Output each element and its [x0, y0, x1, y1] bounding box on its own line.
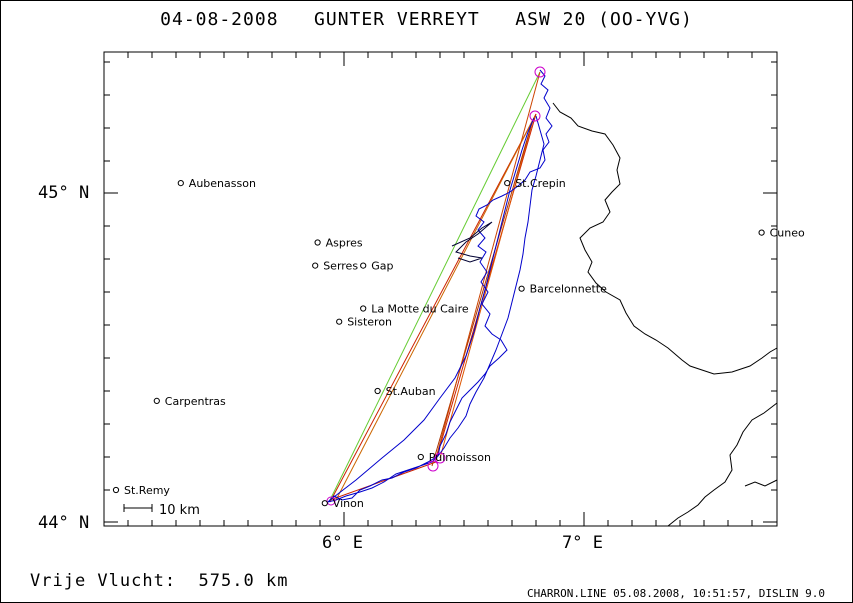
distance-value: 575.0 km [198, 571, 289, 591]
place-marker [758, 229, 765, 236]
axis-label-lat-44: 44° N [38, 513, 90, 533]
flight-track-3 [451, 221, 493, 263]
page-title: 04-08-2008 GUNTER VERREYT ASW 20 (OO-YVG… [0, 9, 853, 30]
axis-label-lon-7: 7° E [562, 533, 603, 553]
pilot-name: GUNTER VERREYT [314, 9, 480, 30]
place-label: St.Remy [124, 484, 170, 497]
axis-label-lat-45: 45° N [38, 183, 90, 203]
flight-track [326, 69, 553, 503]
place-label: Serres [323, 260, 358, 273]
place-label: Sisteron [347, 316, 392, 329]
coast-line [744, 479, 778, 487]
place-label: Gap [371, 260, 393, 273]
place-label: St.Crepin [515, 177, 566, 190]
place-label: St.Auban [386, 385, 436, 398]
flight-track-2 [329, 117, 535, 501]
place-label: Aubenasson [189, 177, 256, 190]
distance-label: Vrije Vlucht: [30, 571, 177, 591]
scale-bar [123, 504, 153, 512]
place-marker [504, 180, 511, 187]
place-marker [336, 318, 343, 325]
place-marker [417, 453, 424, 461]
place-marker [518, 285, 525, 292]
turnpoints [326, 66, 546, 506]
glider-type: ASW 20 (OO-YVG) [515, 9, 693, 30]
axis-label-lon-6: 6° E [322, 533, 363, 553]
axis-ticks [104, 52, 777, 526]
place-marker [314, 239, 321, 246]
scale-label: 10 km [159, 503, 200, 518]
credits: CHARRON.LINE 05.08.2008, 10:51:57, DISLI… [526, 587, 825, 600]
place-marker [360, 262, 367, 269]
place-marker [177, 180, 184, 187]
place-marker [312, 262, 319, 269]
place-marker [153, 397, 160, 404]
place-label: Puimoisson [429, 451, 491, 464]
place-marker [321, 500, 328, 507]
place-markers: Aubenasson Aspres Serres Gap La Motte du Cai… [112, 177, 805, 510]
border-line [552, 102, 778, 375]
place-label: Aspres [326, 237, 363, 250]
place-label: La Motte du Caire [371, 303, 469, 316]
place-marker [112, 486, 120, 494]
place-marker [374, 387, 381, 395]
flight-date: 04-08-2008 [160, 9, 279, 30]
border-line-south [667, 402, 778, 527]
place-label: Barcelonnette [530, 283, 608, 296]
distance-readout: Vrije Vlucht: 575.0 km [30, 571, 288, 591]
task-lines [329, 71, 541, 503]
place-label: Vinon [333, 497, 364, 510]
place-label: Cuneo [770, 227, 805, 240]
place-label: Carpentras [165, 395, 226, 408]
place-marker [360, 305, 367, 312]
